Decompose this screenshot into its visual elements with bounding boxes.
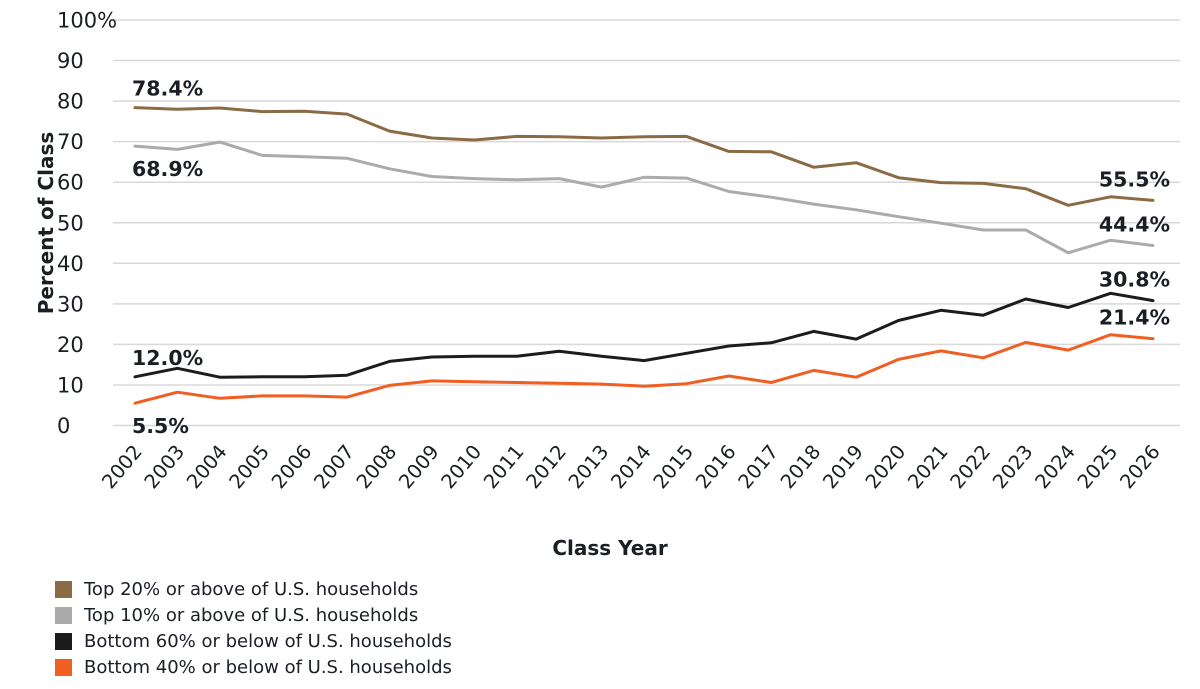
x-tick-label: 2014 <box>606 440 656 493</box>
legend-swatch-icon <box>55 633 72 650</box>
data-label: 68.9% <box>132 157 203 181</box>
y-tick-label: 10 <box>57 373 84 397</box>
data-label: 12.0% <box>132 346 203 370</box>
y-tick-label: 100% <box>57 9 117 33</box>
y-tick-label: 0 <box>57 414 70 438</box>
legend-swatch-icon <box>55 607 72 624</box>
legend-label: Top 20% or above of U.S. households <box>84 579 419 600</box>
x-tick-label: 2013 <box>564 440 614 493</box>
legend-item-1: Top 10% or above of U.S. households <box>55 605 452 626</box>
x-tick-label: 2024 <box>1030 440 1080 493</box>
x-tick-label: 2023 <box>988 440 1038 493</box>
y-tick-label: 90 <box>57 49 84 73</box>
data-label: 78.4% <box>132 77 203 101</box>
x-tick-label: 2009 <box>394 440 444 493</box>
x-tick-label: 2006 <box>267 440 317 493</box>
x-tick-label: 2004 <box>182 440 232 493</box>
legend-label: Top 10% or above of U.S. households <box>84 605 419 626</box>
x-axis-title: Class Year <box>552 536 668 560</box>
data-label: 44.4% <box>1099 212 1170 236</box>
x-tick-label: 2016 <box>691 440 741 493</box>
legend-label: Bottom 60% or below of U.S. households <box>84 631 452 652</box>
x-tick-label: 2008 <box>352 440 402 493</box>
x-tick-label: 2017 <box>734 440 784 493</box>
y-tick-label: 60 <box>57 171 84 195</box>
y-tick-label: 20 <box>57 333 84 357</box>
x-tick-label: 2019 <box>818 440 868 493</box>
y-tick-label: 40 <box>57 252 84 276</box>
series-line-2 <box>133 291 1155 379</box>
x-tick-label: 2011 <box>479 440 529 493</box>
data-label: 55.5% <box>1099 167 1170 191</box>
x-tick-label: 2025 <box>1073 440 1123 493</box>
y-tick-label: 80 <box>57 90 84 114</box>
x-tick-label: 2022 <box>946 440 996 493</box>
x-tick-label: 2026 <box>1115 440 1165 493</box>
data-label: 21.4% <box>1099 306 1170 330</box>
data-label: 5.5% <box>132 414 189 438</box>
x-tick-label: 2002 <box>97 440 147 493</box>
x-tick-label: 2015 <box>649 440 699 493</box>
legend-item-2: Bottom 60% or below of U.S. households <box>55 631 452 652</box>
legend-swatch-icon <box>55 581 72 598</box>
x-tick-label: 2020 <box>861 440 911 493</box>
x-tick-label: 2005 <box>225 440 275 493</box>
x-tick-label: 2012 <box>521 440 571 493</box>
y-tick-label: 70 <box>57 130 84 154</box>
y-tick-label: 30 <box>57 292 84 316</box>
legend-label: Bottom 40% or below of U.S. households <box>84 657 452 678</box>
legend-swatch-icon <box>55 659 72 676</box>
x-tick-label: 2010 <box>437 440 487 493</box>
y-tick-label: 50 <box>57 211 84 235</box>
legend: Top 20% or above of U.S. households Top 1… <box>55 581 452 685</box>
legend-item-0: Top 20% or above of U.S. households <box>55 579 452 600</box>
x-tick-label: 2003 <box>140 440 190 493</box>
series-line-3 <box>133 333 1155 405</box>
data-label: 30.8% <box>1099 268 1170 292</box>
y-axis-title: Percent of Class <box>34 131 58 315</box>
x-tick-label: 2021 <box>903 440 953 493</box>
legend-item-3: Bottom 40% or below of U.S. households <box>55 657 452 678</box>
x-tick-label: 2018 <box>776 440 826 493</box>
series-line-0 <box>133 106 1155 207</box>
series-line-1 <box>133 140 1155 255</box>
x-tick-label: 2007 <box>309 440 359 493</box>
